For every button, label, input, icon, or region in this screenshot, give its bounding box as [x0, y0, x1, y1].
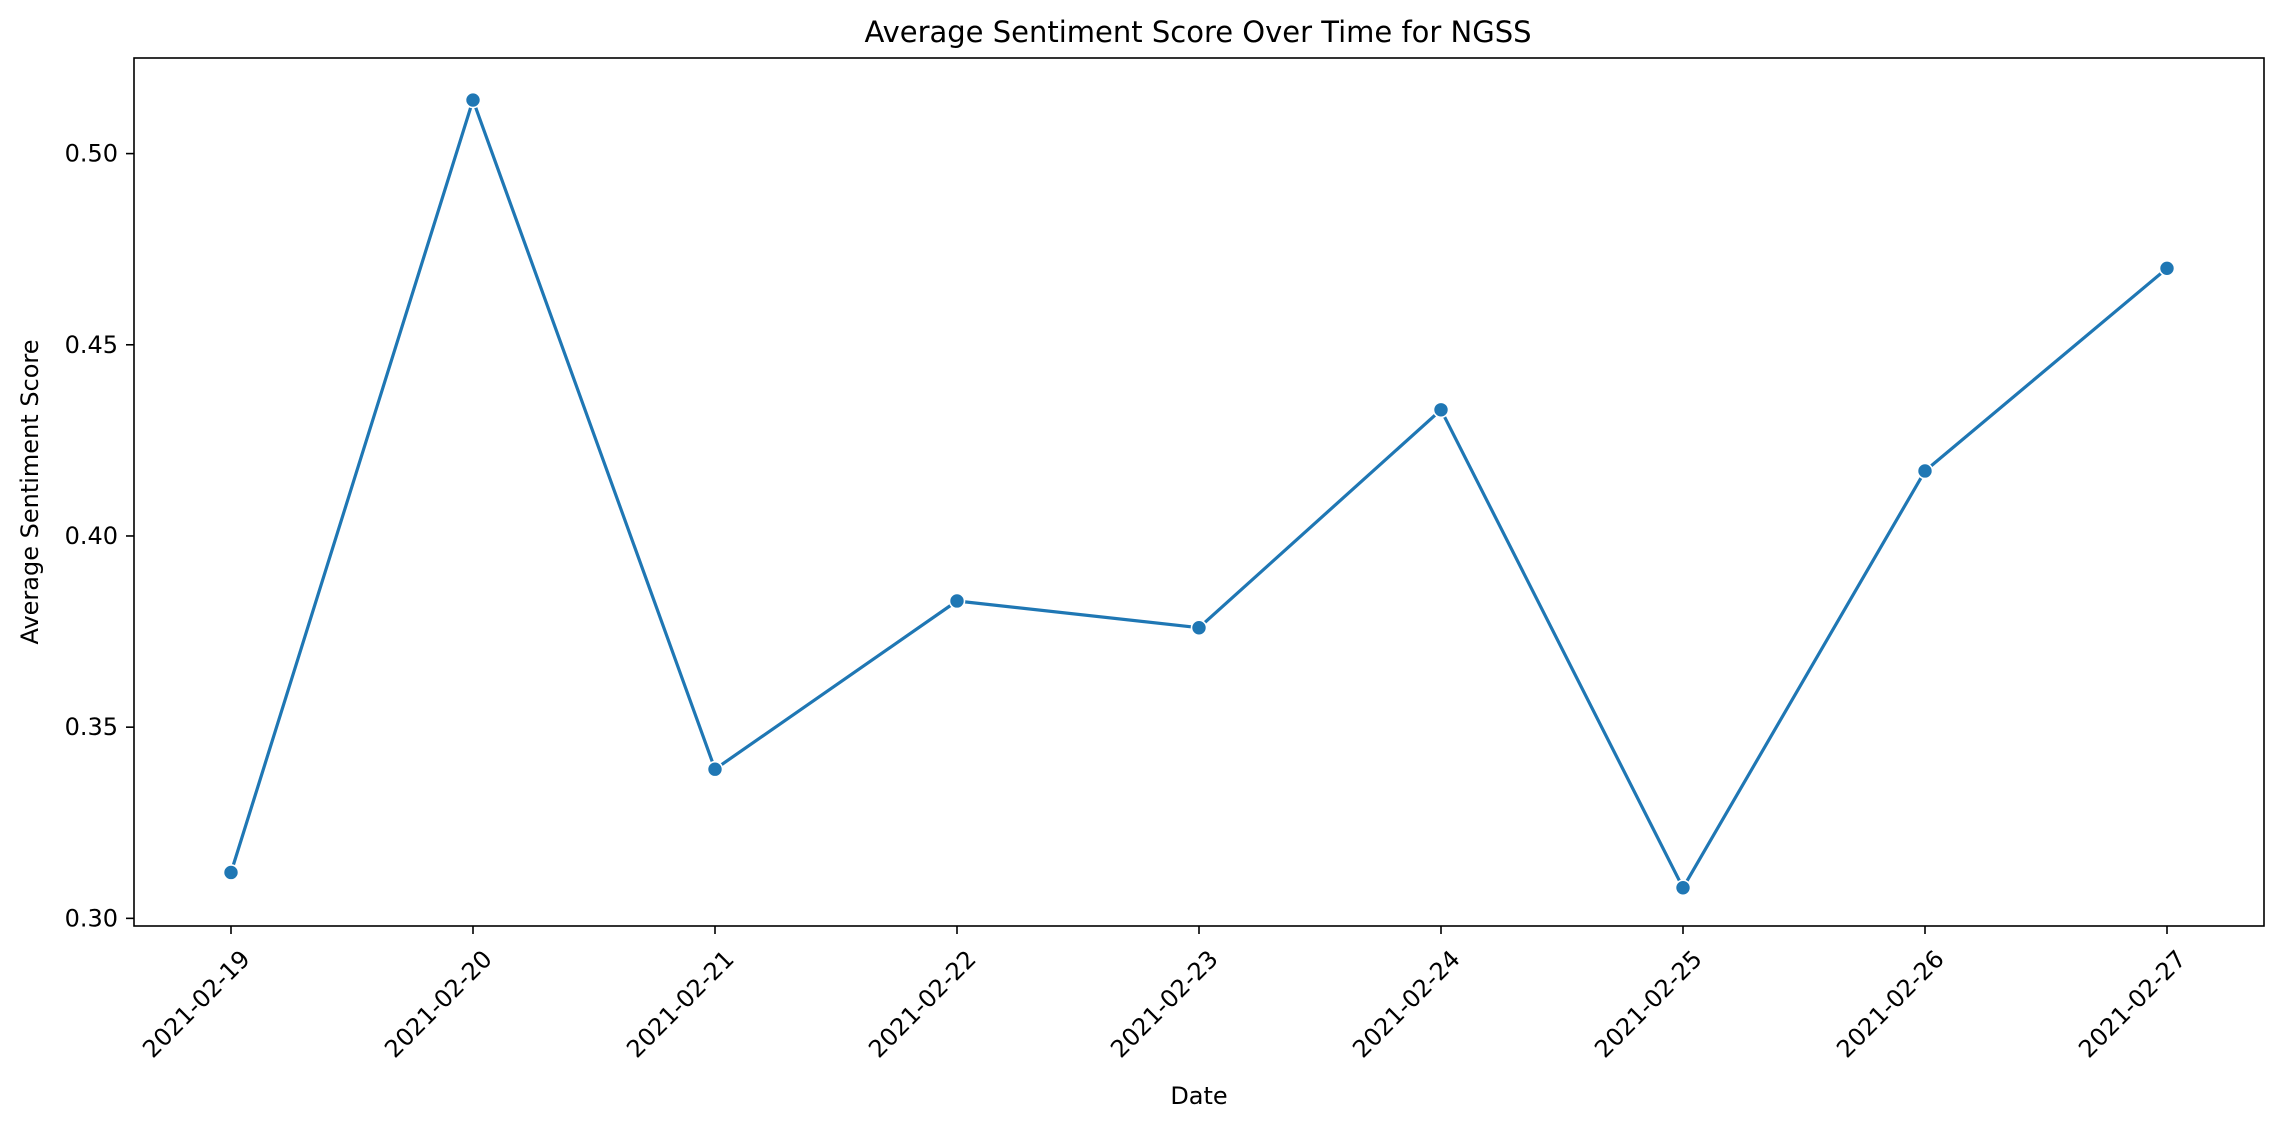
y-tick-label: 0.35	[65, 713, 118, 741]
x-tick-label: 2021-02-22	[863, 945, 981, 1063]
data-point	[1916, 462, 1934, 480]
data-point	[1674, 879, 1692, 897]
data-point	[1432, 401, 1450, 419]
x-tick-label: 2021-02-19	[137, 945, 255, 1063]
y-tick-label: 0.30	[65, 904, 118, 932]
y-tick-label: 0.40	[65, 522, 118, 550]
x-tick-label: 2021-02-24	[1347, 945, 1465, 1063]
chart-title: Average Sentiment Score Over Time for NG…	[864, 15, 1531, 49]
x-axis-label: Date	[1170, 1082, 1227, 1110]
data-point	[2158, 260, 2176, 277]
data-point	[706, 760, 724, 778]
plot-area-frame	[133, 57, 2265, 927]
data-point	[222, 864, 240, 881]
x-tick-label: 2021-02-25	[1589, 945, 1707, 1063]
x-tick-label: 2021-02-20	[379, 945, 497, 1063]
series-layer	[222, 91, 2176, 897]
y-tick-label: 0.50	[65, 140, 118, 168]
y-axis: 0.30 0.35 0.40 0.45 0.50	[65, 140, 134, 932]
x-tick-label: 2021-02-27	[2073, 945, 2191, 1063]
y-tick-label: 0.45	[65, 331, 118, 359]
x-tick-label: 2021-02-21	[621, 945, 739, 1063]
data-point	[948, 592, 966, 610]
x-tick-label: 2021-02-23	[1105, 945, 1223, 1063]
data-point	[1190, 619, 1208, 637]
x-tick-label: 2021-02-26	[1831, 945, 1949, 1063]
y-axis-label: Average Sentiment Score	[16, 339, 44, 644]
series-line	[229, 98, 2169, 890]
data-point	[464, 91, 482, 109]
x-axis: 2021-02-19 2021-02-20 2021-02-21 2021-02-22…	[137, 926, 2192, 1063]
